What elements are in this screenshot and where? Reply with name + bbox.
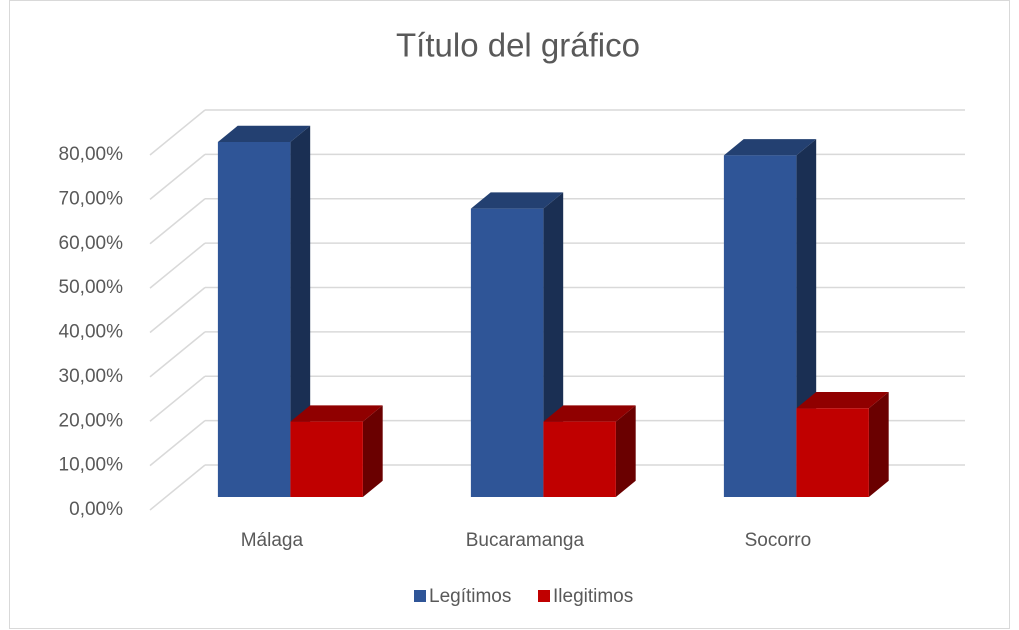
bar-top <box>796 392 889 409</box>
y-tick-label: 20,00% <box>59 410 124 431</box>
y-tick-label: 30,00% <box>59 366 124 387</box>
grid-line <box>149 286 206 334</box>
grid-line <box>149 464 206 511</box>
bar-side <box>362 405 383 497</box>
bar-top <box>723 139 817 156</box>
bar <box>543 405 636 497</box>
y-tick-label: 80,00% <box>59 144 124 165</box>
bar-front <box>290 421 363 497</box>
grid-line <box>149 331 206 378</box>
x-tick-label: Bucaramanga <box>466 530 585 551</box>
bar-front <box>723 155 797 497</box>
legend-swatch <box>414 590 426 602</box>
y-tick-label: 70,00% <box>59 188 124 209</box>
bar-top <box>217 125 311 142</box>
bar <box>796 392 889 497</box>
x-tick-label: Socorro <box>745 530 812 551</box>
chart-title: Título del gráfico <box>396 27 640 64</box>
y-tick-label: 0,00% <box>69 499 123 520</box>
y-tick-label: 50,00% <box>59 277 124 298</box>
grid-line <box>149 109 206 156</box>
bar-top <box>470 192 564 209</box>
bar-side <box>290 125 311 498</box>
bar <box>290 405 383 497</box>
grid-line <box>149 198 206 245</box>
y-tick-label: 10,00% <box>59 455 124 476</box>
bar-side <box>615 405 636 497</box>
bar-front <box>796 408 869 497</box>
grid-line <box>149 420 206 467</box>
bar-side <box>868 392 889 497</box>
bar-front <box>543 421 616 497</box>
bar-front <box>217 142 291 497</box>
bar-front <box>470 208 544 497</box>
legend-swatch <box>538 590 550 602</box>
legend-label: Ilegitimos <box>553 586 633 607</box>
grid-line <box>149 242 206 289</box>
y-tick-label: 40,00% <box>59 322 124 343</box>
legend-label: Legítimos <box>429 586 511 607</box>
grid-line <box>149 375 206 422</box>
x-tick-label: Málaga <box>241 530 304 551</box>
bar-top <box>543 405 636 422</box>
y-tick-label: 60,00% <box>59 233 124 254</box>
bar <box>217 125 311 498</box>
grid-line <box>149 153 206 200</box>
bar-top <box>290 405 383 422</box>
